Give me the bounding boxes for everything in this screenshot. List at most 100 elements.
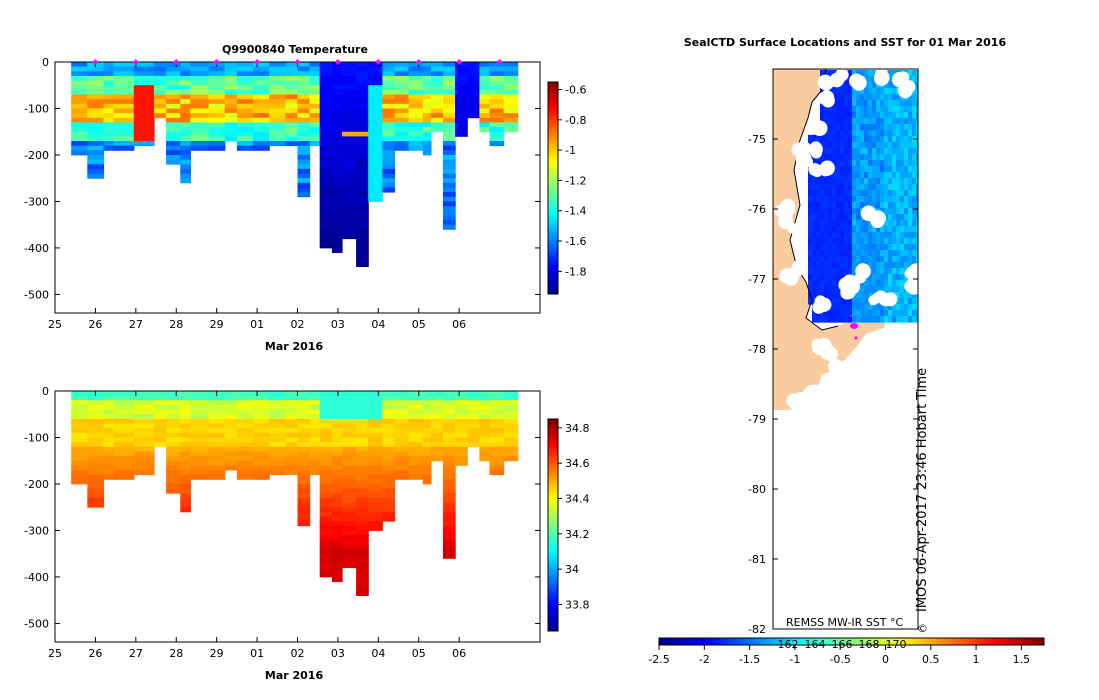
- section-cell: [253, 428, 270, 434]
- sst-pixel: [848, 112, 853, 119]
- section-cell: [479, 442, 491, 448]
- section-cell: [489, 418, 505, 424]
- section-cell: [208, 141, 226, 147]
- section-cell: [103, 437, 115, 443]
- sst-pixel: [820, 136, 825, 143]
- section-cell: [103, 418, 115, 424]
- sst-pixel: [864, 202, 869, 209]
- section-cell: [443, 136, 456, 142]
- sst-pixel: [908, 172, 913, 179]
- section-cell: [319, 400, 333, 406]
- sst-pixel: [884, 202, 889, 209]
- section-cell: [503, 446, 519, 452]
- sst-pixel: [888, 106, 893, 113]
- section-cell: [331, 409, 343, 415]
- sst-pixel: [900, 214, 905, 221]
- section-cell: [479, 71, 491, 77]
- sst-pixel: [908, 124, 913, 131]
- section-cell: [467, 404, 480, 410]
- section-cell: [224, 62, 238, 68]
- section-cell: [236, 404, 254, 410]
- section-cell: [422, 89, 432, 95]
- sst-pixel: [812, 190, 817, 197]
- sst-pixel: [852, 268, 857, 275]
- section-cell: [285, 414, 299, 420]
- sst-pixel: [832, 202, 837, 209]
- section-cell: [443, 182, 456, 188]
- section-cell: [443, 535, 456, 541]
- section-cell: [166, 131, 181, 137]
- x-tick-label: 27: [129, 647, 143, 660]
- sst-pixel: [808, 172, 813, 179]
- section-cell: [479, 99, 491, 105]
- section-cell: [342, 474, 357, 480]
- section-cell: [208, 108, 226, 114]
- section-cell: [319, 446, 333, 452]
- sst-pixel: [836, 184, 841, 191]
- section-cell: [408, 432, 424, 438]
- section-cell: [208, 437, 226, 443]
- section-cell: [154, 391, 167, 397]
- sst-pixel: [884, 112, 889, 119]
- sst-pixel: [888, 118, 893, 125]
- section-cell: [309, 113, 321, 119]
- section-cell: [382, 136, 396, 142]
- colorbar-tick-label: -1.2: [565, 174, 586, 187]
- section-cell: [455, 62, 468, 68]
- section-cell: [154, 404, 167, 410]
- section-cell: [503, 418, 519, 424]
- section-cell: [430, 446, 444, 452]
- section-cell: [190, 94, 210, 100]
- section-cell: [236, 66, 254, 72]
- section-cell: [331, 243, 343, 249]
- sst-pixel: [872, 250, 877, 257]
- section-cell: [236, 432, 254, 438]
- sst-pixel: [828, 124, 833, 131]
- section-cell: [331, 220, 343, 226]
- sst-pixel: [876, 268, 881, 275]
- section-cell: [269, 418, 286, 424]
- sst-pixel: [916, 76, 918, 83]
- section-cell: [319, 215, 333, 221]
- lon-tick-label: 166: [832, 638, 853, 651]
- sst-pixel: [856, 208, 861, 215]
- section-cell: [356, 507, 369, 513]
- sst-pixel: [808, 256, 813, 263]
- x-tick-label: 01: [250, 647, 264, 660]
- sst-pixel: [880, 148, 885, 155]
- sst-pixel: [888, 244, 893, 251]
- colorbar-tick-label: -1.4: [565, 205, 586, 218]
- section-cell: [297, 456, 311, 462]
- sst-pixel: [916, 88, 918, 95]
- section-cell: [309, 414, 321, 420]
- section-cell: [224, 395, 238, 401]
- sst-pixel: [916, 226, 918, 233]
- sst-pixel: [892, 214, 897, 221]
- section-cell: [342, 215, 357, 221]
- sst-pixel: [828, 184, 833, 191]
- cloud-blob: [902, 80, 916, 94]
- section-cell: [443, 437, 456, 443]
- section-cell: [71, 122, 88, 128]
- section-cell: [394, 122, 410, 128]
- section-cell: [87, 71, 105, 77]
- temperature-title: Q9900840 Temperature: [222, 43, 368, 56]
- sst-pixel: [836, 292, 841, 299]
- section-cell: [443, 465, 456, 471]
- sst-pixel: [820, 226, 825, 233]
- sst-pixel: [832, 298, 837, 305]
- sst-pixel: [812, 214, 817, 221]
- sst-pixel: [860, 118, 865, 125]
- section-cell: [269, 470, 286, 476]
- sst-pixel: [872, 262, 877, 269]
- section-cell: [190, 400, 210, 406]
- sst-pixel: [908, 118, 913, 125]
- sst-pixel: [892, 202, 897, 209]
- sst-pixel: [896, 172, 901, 179]
- sst-pixel: [860, 100, 865, 107]
- sst-pixel: [896, 184, 901, 191]
- section-cell: [368, 414, 383, 420]
- salinity-panel: 0-100-200-300-400-500 25 26 27 28 29 01 02 03 04…: [24, 385, 589, 682]
- sst-pixel: [860, 256, 865, 263]
- section-cell: [208, 404, 226, 410]
